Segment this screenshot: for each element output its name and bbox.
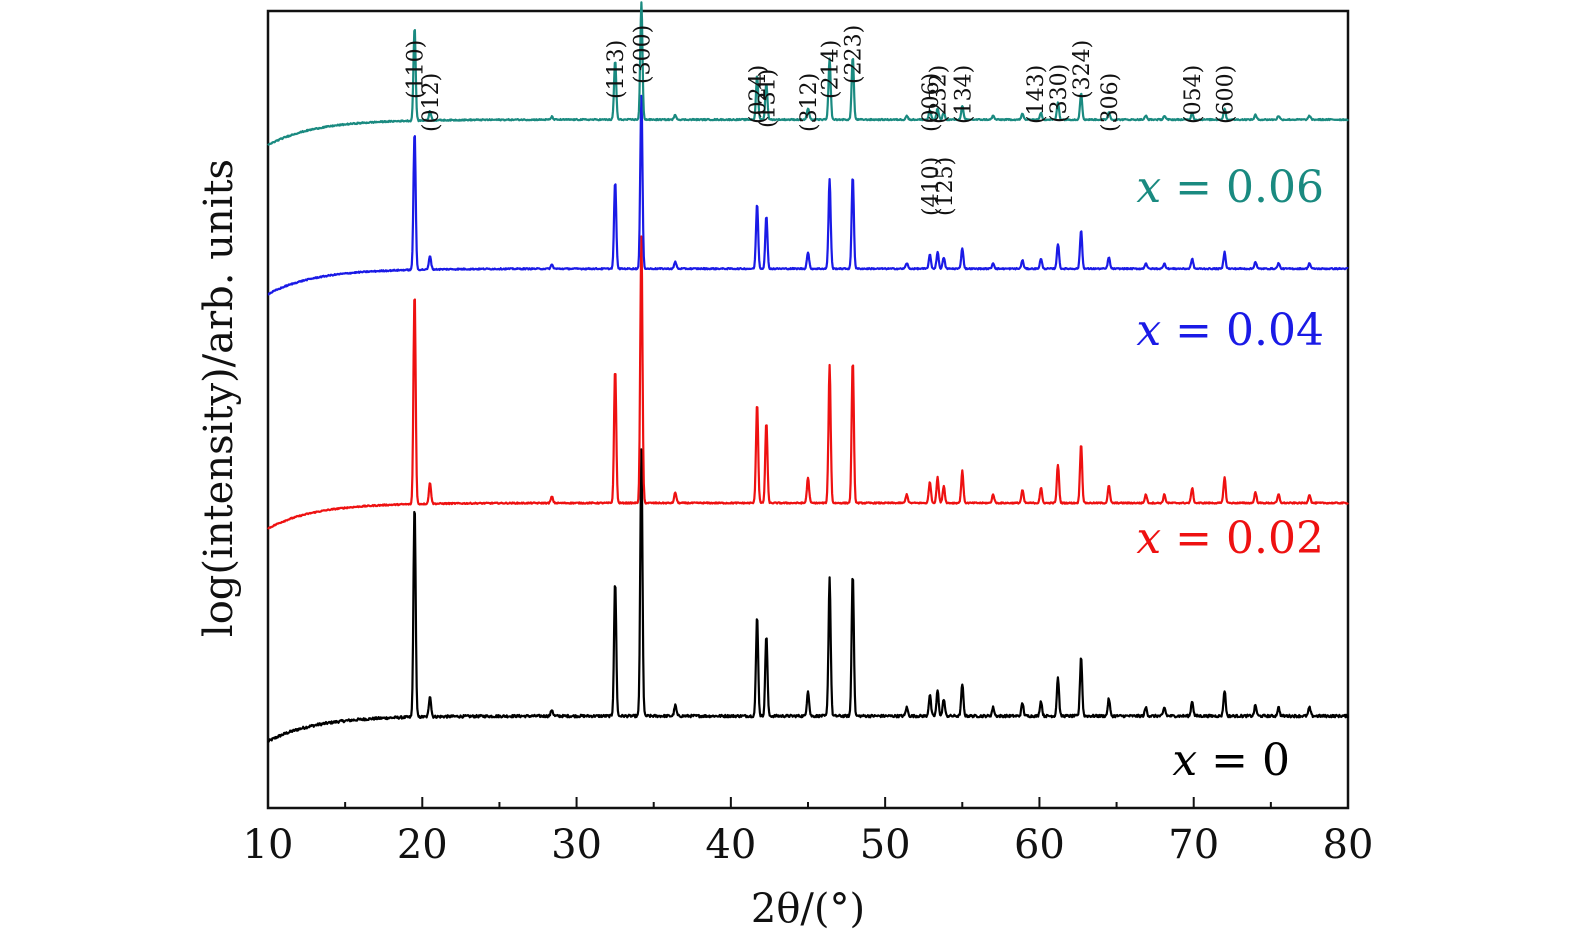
peak-label: (134)	[951, 65, 976, 124]
peak-label: (110)	[404, 40, 429, 99]
series-label-value: = 0.04	[1175, 305, 1324, 356]
series-label-0: x = 0	[1172, 735, 1290, 786]
peak-label: (312)	[797, 73, 822, 132]
series-label-var: x	[1172, 735, 1211, 786]
peak-label: (324)	[1070, 40, 1095, 99]
peak-label: (214)	[819, 40, 844, 99]
series-line-2	[267, 94, 1349, 296]
series-label-var: x	[1136, 513, 1175, 564]
series-label-2: x = 0.04	[1136, 305, 1324, 356]
x-axis-title: 2θ/(°)	[751, 886, 865, 932]
x-tick-label: 50	[860, 822, 911, 868]
peak-label: (113)	[604, 40, 629, 99]
series-label-value: = 0.06	[1175, 162, 1324, 213]
peak-label: (330)	[1047, 64, 1072, 123]
series-layer	[267, 1, 1349, 743]
x-tick-label: 80	[1323, 822, 1374, 868]
series-label-3: x = 0.06	[1136, 162, 1324, 213]
peak-label: (012)	[419, 73, 444, 132]
peak-label: (300)	[630, 25, 655, 84]
peak-label: (232)	[927, 65, 952, 124]
peak-label: (131)	[755, 69, 780, 128]
peak-label: (223)	[842, 25, 867, 84]
series-label-var: x	[1136, 305, 1175, 356]
series-labels-layer: x = 0x = 0.02x = 0.04x = 0.06	[1136, 162, 1324, 786]
peak-label: (125)	[933, 157, 958, 216]
series-label-value: = 0	[1211, 735, 1290, 786]
x-tick-label: 70	[1168, 822, 1219, 868]
peak-label: (306)	[1098, 73, 1123, 132]
series-line-1	[267, 235, 1349, 530]
peak-labels-layer: (110)(012) (113) (300) (024)(131) (312)(214)…	[404, 25, 1239, 216]
peak-label: (143)	[1024, 65, 1049, 124]
peak-label: (410)	[919, 157, 944, 216]
peak-label: (006)	[919, 73, 944, 132]
x-tick-label: 10	[243, 822, 294, 868]
x-tick-label: 40	[705, 822, 756, 868]
series-label-var: x	[1136, 162, 1175, 213]
series-line-3	[267, 1, 1349, 147]
series-label-1: x = 0.02	[1136, 513, 1324, 564]
x-tick-label: 60	[1014, 822, 1065, 868]
peak-label: (024)	[746, 65, 771, 124]
x-tick-label: 30	[551, 822, 602, 868]
x-tick-label: 20	[397, 822, 448, 868]
y-axis-title: log(intensity)/arb. units	[196, 159, 242, 637]
peak-label: (054)	[1181, 65, 1206, 124]
peak-label: (600)	[1214, 65, 1239, 124]
series-line-0	[267, 448, 1349, 743]
ticks-layer: 10 20 30 40 50 60 70 80	[243, 797, 1374, 868]
series-label-value: = 0.02	[1175, 513, 1324, 564]
